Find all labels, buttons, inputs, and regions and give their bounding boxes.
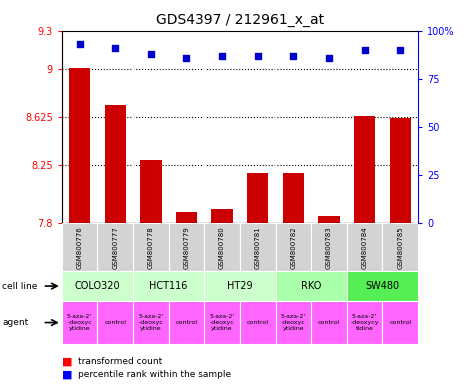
FancyBboxPatch shape — [204, 223, 240, 271]
Text: GSM800781: GSM800781 — [255, 227, 261, 269]
FancyBboxPatch shape — [169, 301, 204, 344]
FancyBboxPatch shape — [311, 301, 347, 344]
Text: 5-aza-2'
-deoxycy
tidine: 5-aza-2' -deoxycy tidine — [350, 314, 379, 331]
Text: GSM800778: GSM800778 — [148, 227, 154, 269]
Text: control: control — [318, 320, 340, 325]
Point — [325, 55, 332, 61]
Text: GSM800785: GSM800785 — [397, 227, 403, 269]
Title: GDS4397 / 212961_x_at: GDS4397 / 212961_x_at — [156, 13, 324, 27]
Text: 5-aza-2'
-deoxyc
ytidine: 5-aza-2' -deoxyc ytidine — [281, 314, 306, 331]
FancyBboxPatch shape — [133, 271, 204, 301]
Text: RKO: RKO — [301, 281, 321, 291]
FancyBboxPatch shape — [240, 301, 276, 344]
Text: GSM800780: GSM800780 — [219, 227, 225, 269]
Text: control: control — [247, 320, 269, 325]
FancyBboxPatch shape — [311, 223, 347, 271]
FancyBboxPatch shape — [276, 301, 311, 344]
Text: 5-aza-2'
-deoxyc
ytidine: 5-aza-2' -deoxyc ytidine — [138, 314, 163, 331]
FancyBboxPatch shape — [382, 223, 418, 271]
Text: GSM800784: GSM800784 — [361, 227, 368, 269]
FancyBboxPatch shape — [276, 223, 311, 271]
FancyBboxPatch shape — [62, 223, 97, 271]
FancyBboxPatch shape — [204, 271, 276, 301]
Text: COLO320: COLO320 — [75, 281, 120, 291]
Point — [218, 53, 226, 59]
Bar — [390, 118, 411, 223]
Point — [254, 53, 261, 59]
Text: GSM800783: GSM800783 — [326, 227, 332, 269]
Text: cell line: cell line — [2, 281, 38, 291]
Text: control: control — [389, 320, 411, 325]
Text: SW480: SW480 — [365, 281, 399, 291]
FancyBboxPatch shape — [133, 301, 169, 344]
Bar — [140, 160, 162, 223]
Text: ■: ■ — [62, 369, 72, 379]
Bar — [318, 216, 340, 223]
Bar — [247, 173, 268, 223]
Bar — [211, 209, 233, 223]
Text: GSM800776: GSM800776 — [76, 227, 83, 269]
Text: GSM800777: GSM800777 — [112, 227, 118, 269]
Point — [182, 55, 190, 61]
Text: 5-aza-2'
-deoxyc
ytidine: 5-aza-2' -deoxyc ytidine — [209, 314, 235, 331]
Text: transformed count: transformed count — [78, 357, 162, 366]
Bar — [176, 212, 197, 223]
FancyBboxPatch shape — [97, 223, 133, 271]
Point — [76, 41, 84, 47]
FancyBboxPatch shape — [240, 223, 276, 271]
Point — [289, 53, 297, 59]
Text: GSM800779: GSM800779 — [183, 227, 190, 269]
Text: HT29: HT29 — [227, 281, 253, 291]
Point — [147, 51, 155, 57]
FancyBboxPatch shape — [347, 223, 382, 271]
Text: GSM800782: GSM800782 — [290, 227, 296, 269]
FancyBboxPatch shape — [62, 301, 97, 344]
Text: HCT116: HCT116 — [150, 281, 188, 291]
Point — [361, 47, 369, 53]
FancyBboxPatch shape — [347, 271, 418, 301]
Point — [111, 45, 119, 51]
FancyBboxPatch shape — [276, 271, 347, 301]
Bar — [104, 105, 126, 223]
Text: agent: agent — [2, 318, 28, 327]
Bar — [354, 116, 375, 223]
Text: control: control — [104, 320, 126, 325]
Bar — [283, 173, 304, 223]
Text: ■: ■ — [62, 357, 72, 367]
FancyBboxPatch shape — [62, 271, 133, 301]
FancyBboxPatch shape — [347, 301, 382, 344]
FancyBboxPatch shape — [382, 301, 418, 344]
FancyBboxPatch shape — [133, 223, 169, 271]
Text: control: control — [175, 320, 198, 325]
Point — [396, 47, 404, 53]
FancyBboxPatch shape — [169, 223, 204, 271]
FancyBboxPatch shape — [204, 301, 240, 344]
FancyBboxPatch shape — [97, 301, 133, 344]
Bar — [69, 68, 90, 223]
Text: 5-aza-2'
-deoxyc
ytidine: 5-aza-2' -deoxyc ytidine — [67, 314, 92, 331]
Text: percentile rank within the sample: percentile rank within the sample — [78, 370, 231, 379]
